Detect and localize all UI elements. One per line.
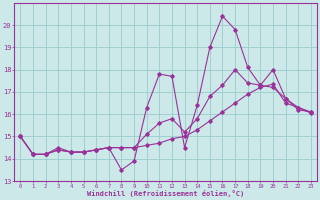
X-axis label: Windchill (Refroidissement éolien,°C): Windchill (Refroidissement éolien,°C) [87,190,244,197]
